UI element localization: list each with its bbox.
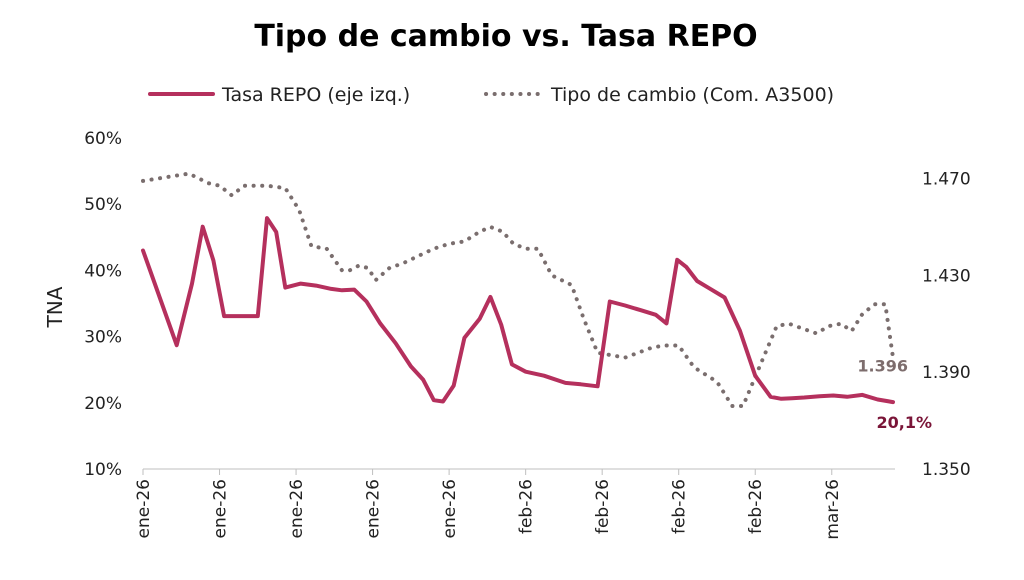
x-tick-label: ene-26: [440, 479, 460, 538]
legend-label-repo: Tasa REPO (eje izq.): [221, 84, 410, 106]
left-tick-label: 40%: [84, 261, 122, 281]
x-tick-label: feb-26: [517, 479, 537, 534]
legend-label-fx: Tipo de cambio (Com. A3500): [550, 84, 834, 106]
chart-title: Tipo de cambio vs. Tasa REPO: [254, 19, 757, 54]
legend: Tasa REPO (eje izq.) Tipo de cambio (Com…: [148, 84, 834, 106]
right-tick-label: 1.470: [922, 169, 971, 189]
left-tick-label: 60%: [84, 129, 122, 149]
series-line-tipo-de-cambio: [141, 171, 895, 408]
x-tick-label: feb-26: [593, 479, 613, 534]
right-axis-ticks: 1.350 1.390 1.430 1.470: [922, 169, 971, 480]
right-tick-label: 1.390: [922, 363, 971, 383]
left-tick-label: 50%: [84, 195, 122, 215]
left-tick-label: 20%: [84, 394, 122, 414]
x-tick-label: ene-26: [134, 479, 154, 538]
x-tick-label: mar-26: [823, 479, 843, 540]
end-label-repo: 20,1%: [876, 413, 932, 432]
series-line-tasa-repo: [141, 216, 895, 405]
y-axis-label: TNA: [43, 286, 67, 328]
series-layer: [141, 171, 895, 408]
left-axis-ticks: 10% 20% 30% 40% 50% 60%: [84, 129, 122, 480]
x-tick-label: ene-26: [211, 479, 231, 538]
x-tick-label: feb-26: [746, 479, 766, 534]
left-tick-label: 30%: [84, 328, 122, 348]
x-tick-label: feb-26: [670, 479, 690, 534]
right-tick-label: 1.430: [922, 266, 971, 286]
x-tick-label: ene-26: [287, 479, 307, 538]
end-label-fx: 1.396: [857, 357, 908, 376]
x-axis-ticks: ene-26 ene-26 ene-26 ene-26 ene-26 feb-26 feb-…: [134, 469, 843, 540]
left-tick-label: 10%: [84, 460, 122, 480]
right-tick-label: 1.350: [922, 460, 971, 480]
x-tick-label: ene-26: [364, 479, 384, 538]
